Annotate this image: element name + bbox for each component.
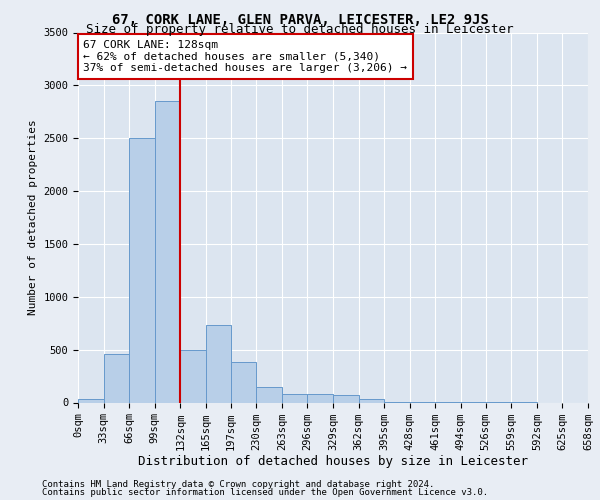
Text: Contains public sector information licensed under the Open Government Licence v3: Contains public sector information licen… xyxy=(42,488,488,497)
Bar xyxy=(206,326,230,402)
Bar xyxy=(256,386,282,402)
Y-axis label: Number of detached properties: Number of detached properties xyxy=(28,120,38,316)
Text: Contains HM Land Registry data © Crown copyright and database right 2024.: Contains HM Land Registry data © Crown c… xyxy=(42,480,434,489)
Text: 67, CORK LANE, GLEN PARVA, LEICESTER, LE2 9JS: 67, CORK LANE, GLEN PARVA, LEICESTER, LE… xyxy=(112,12,488,26)
Bar xyxy=(129,138,155,402)
Bar xyxy=(230,362,256,403)
Bar xyxy=(78,400,104,402)
Text: 67 CORK LANE: 128sqm
← 62% of detached houses are smaller (5,340)
37% of semi-de: 67 CORK LANE: 128sqm ← 62% of detached h… xyxy=(83,40,407,73)
Text: Size of property relative to detached houses in Leicester: Size of property relative to detached ho… xyxy=(86,24,514,36)
Bar xyxy=(181,350,206,403)
Bar xyxy=(333,395,359,402)
Bar xyxy=(307,394,333,402)
Bar xyxy=(282,394,307,402)
X-axis label: Distribution of detached houses by size in Leicester: Distribution of detached houses by size … xyxy=(138,456,528,468)
Bar xyxy=(155,101,181,402)
Bar xyxy=(359,400,384,402)
Bar xyxy=(104,354,129,403)
